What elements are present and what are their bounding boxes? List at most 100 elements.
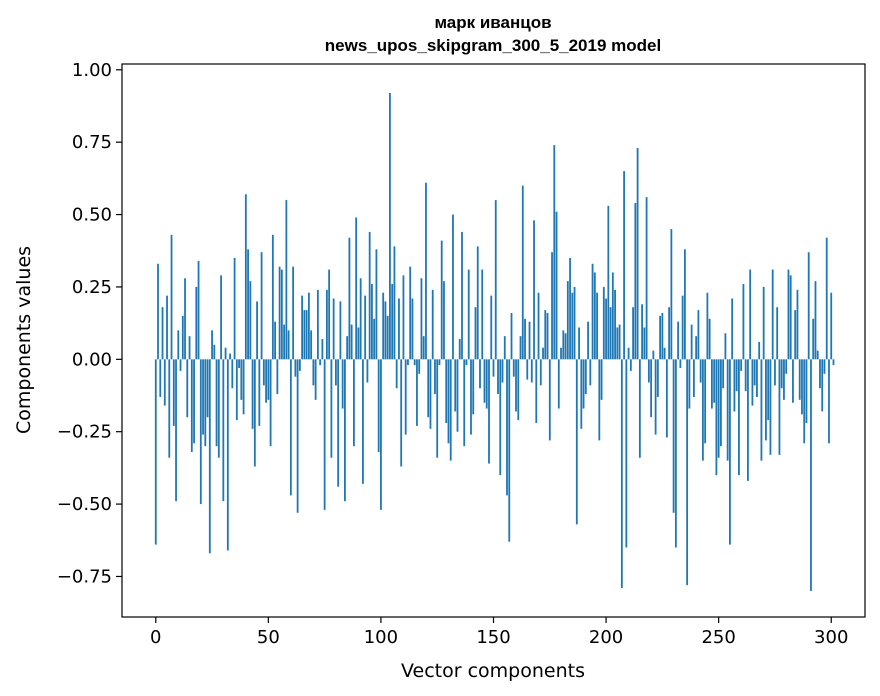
bar [211,330,213,360]
bar [467,269,470,360]
bar [481,269,484,360]
bar [688,359,691,409]
bar [650,359,653,418]
bar [805,359,808,424]
bar-series [154,92,835,591]
bar [447,359,450,444]
bar [738,359,740,476]
bar [188,336,191,360]
bar [490,295,493,360]
bar [519,336,522,360]
bar [515,359,517,412]
bar [668,307,671,360]
y-tick-label: −0.25 [57,422,112,443]
bar [708,318,711,360]
bar [287,330,290,360]
bar [731,298,734,360]
bar [569,257,571,360]
bar [814,281,817,360]
bar [796,289,799,360]
bar [638,359,641,458]
x-tick-label: 100 [364,627,398,648]
bar [163,359,166,406]
bar [792,359,794,403]
bar [179,359,182,371]
bar [510,312,513,360]
bar [479,359,481,389]
bar [582,359,585,409]
bar [195,286,198,360]
bar [429,359,432,429]
bar [810,359,812,591]
bar [634,202,637,360]
bar [690,324,693,360]
x-tick-label: 150 [476,627,510,648]
bar [229,353,231,360]
bar [756,359,758,397]
bar [364,295,367,360]
bar [359,278,362,360]
bar [197,260,200,360]
bar [402,275,405,360]
y-tick-label: 1.00 [72,60,112,81]
bar [413,359,416,366]
bar [362,359,364,484]
bar [154,359,157,545]
bar [625,359,628,548]
bar [562,330,565,360]
bar [449,359,452,461]
y-tick-label: 0.50 [72,205,112,226]
bar [458,339,461,360]
bar [251,359,254,429]
bar [641,304,643,360]
bar [377,359,380,452]
bar [280,269,283,360]
bar [249,281,252,360]
bar [256,301,258,360]
bar [190,359,193,452]
bar [744,359,747,392]
bar [292,266,295,360]
bar [614,289,616,360]
bar [506,359,508,496]
bar [380,359,382,510]
y-tick-label: 0.25 [72,277,112,298]
bar [704,359,707,444]
bar [530,359,533,383]
bar [726,359,729,461]
bar [341,359,344,409]
bar [344,359,346,502]
bar [674,359,677,548]
bar [605,298,607,360]
y-tick-label: −0.75 [57,566,112,587]
bar [305,310,308,360]
bar [434,359,436,395]
bar [683,249,686,360]
bar [672,359,675,513]
bar [456,359,459,432]
bar [701,359,704,461]
bar [497,359,499,395]
bar [416,359,418,426]
bar [355,217,358,360]
bar [316,289,319,360]
bar [323,359,326,510]
bar [438,359,441,366]
bar [803,359,806,444]
bar [783,359,785,400]
bar [283,324,286,360]
bar [765,359,767,441]
bar [314,359,317,400]
y-tick-label: −0.50 [57,494,112,515]
bar [398,298,400,360]
bar [711,359,713,409]
bar [794,310,797,360]
bar [798,359,801,400]
bar [271,234,274,360]
bar [686,359,689,586]
bar [542,347,544,360]
bar [312,359,315,386]
bar [713,359,716,403]
bar [269,359,272,447]
bar [436,359,439,458]
